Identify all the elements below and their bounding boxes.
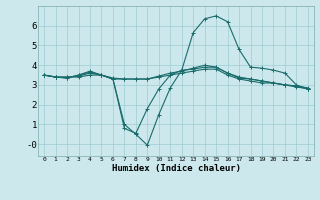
- X-axis label: Humidex (Indice chaleur): Humidex (Indice chaleur): [111, 164, 241, 173]
